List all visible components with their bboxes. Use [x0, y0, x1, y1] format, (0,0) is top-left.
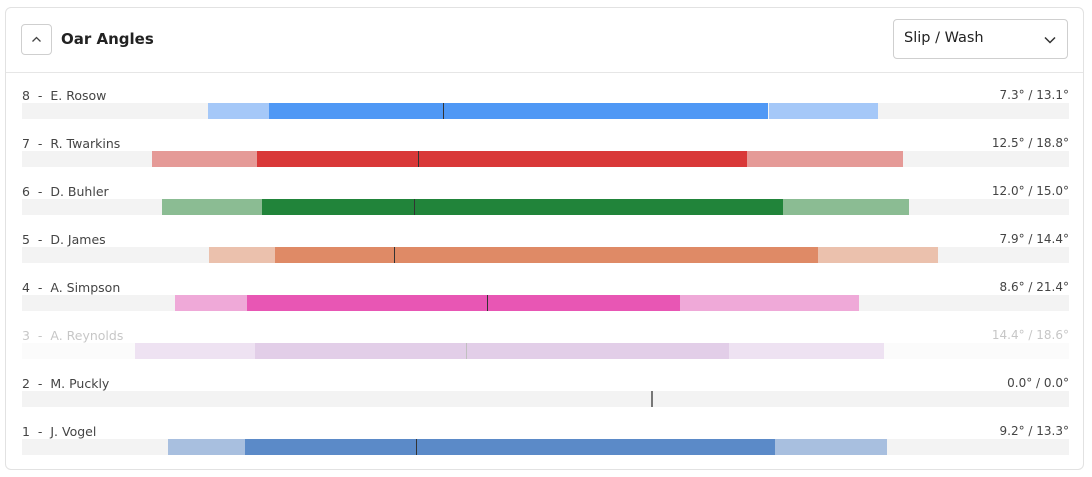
angle-values: 12.0° / 15.0°: [991, 184, 1069, 198]
rower-name: J. Vogel: [50, 424, 97, 439]
rower-name: A. Simpson: [50, 280, 121, 295]
seat-number: 2: [22, 376, 30, 391]
rower-row: 5 - D. James 7.9° / 14.4°: [22, 232, 1069, 276]
rower-label: 4 - A. Simpson: [22, 280, 120, 295]
panel: Oar Angles Slip / Wash 8 - E. Rosow 7.3° …: [5, 7, 1084, 470]
rower-name: M. Puckly: [50, 376, 110, 391]
wash-segment: [774, 439, 887, 455]
rower-label: 1 - J. Vogel: [22, 424, 96, 439]
angle-track: [22, 295, 1069, 311]
slip-segment: [151, 151, 257, 167]
drive-segment: [245, 439, 775, 455]
rower-label: 2 - M. Puckly: [22, 376, 109, 391]
angle-values: 7.3° / 13.1°: [999, 88, 1069, 102]
drive-segment: [269, 103, 769, 119]
marker: [393, 247, 396, 263]
drive-segment: [275, 247, 818, 263]
wash-segment: [746, 151, 903, 167]
rower-row: 4 - A. Simpson 8.6° / 21.4°: [22, 280, 1069, 324]
seat-number: 4: [22, 280, 30, 295]
angle-track: [22, 391, 1069, 407]
slip-segment: [208, 103, 270, 119]
angle-track: [22, 151, 1069, 167]
slip-segment: [174, 295, 248, 311]
separator: -: [29, 376, 51, 391]
angle-values: 0.0° / 0.0°: [1007, 376, 1069, 390]
rower-row: 1 - J. Vogel 9.2° / 13.3°: [22, 424, 1069, 468]
marker: [415, 439, 418, 455]
drive-segment: [261, 199, 784, 215]
chevron-down-icon: [1044, 36, 1056, 44]
rower-label: 5 - D. James: [22, 232, 106, 247]
rower-name: E. Rosow: [50, 88, 107, 103]
collapse-button[interactable]: [21, 24, 52, 55]
seat-number: 3: [22, 328, 30, 343]
angle-values: 9.2° / 13.3°: [999, 424, 1069, 438]
drive-segment: [255, 343, 729, 359]
rower-name: R. Twarkins: [50, 136, 121, 151]
marker: [651, 391, 653, 407]
rower-row: 6 - D. Buhler 12.0° / 15.0°: [22, 184, 1069, 228]
chevron-up-icon: [32, 36, 41, 42]
marker: [413, 199, 416, 215]
rower-label: 8 - E. Rosow: [22, 88, 106, 103]
seat-number: 1: [22, 424, 30, 439]
drive-segment: [256, 151, 747, 167]
angle-values: 8.6° / 21.4°: [999, 280, 1069, 294]
rower-label: 3 - A. Reynolds: [22, 328, 123, 343]
rower-name: D. Buhler: [50, 184, 109, 199]
separator: -: [29, 232, 51, 247]
slip-segment: [135, 343, 256, 359]
rower-name: A. Reynolds: [50, 328, 124, 343]
separator: -: [29, 328, 51, 343]
slip-segment: [209, 247, 276, 263]
separator: -: [29, 424, 51, 439]
drive-segment: [247, 295, 680, 311]
separator: -: [29, 280, 51, 295]
rower-label: 6 - D. Buhler: [22, 184, 109, 199]
panel-header: Oar Angles Slip / Wash: [6, 8, 1083, 73]
seat-number: 7: [22, 136, 30, 151]
angle-track: [22, 439, 1069, 455]
metric-dropdown[interactable]: Slip / Wash: [893, 19, 1068, 59]
angle-track: [22, 343, 1069, 359]
slip-segment: [167, 439, 245, 455]
wash-segment: [728, 343, 884, 359]
separator: -: [29, 136, 51, 151]
wash-segment: [817, 247, 939, 263]
rower-row: 8 - E. Rosow 7.3° / 13.1°: [22, 88, 1069, 132]
rower-row: 7 - R. Twarkins 12.5° / 18.8°: [22, 136, 1069, 180]
marker: [486, 295, 489, 311]
separator: -: [29, 184, 51, 199]
seat-number: 8: [22, 88, 30, 103]
separator: -: [29, 88, 51, 103]
angle-track: [22, 247, 1069, 263]
panel-title: Oar Angles: [61, 30, 154, 48]
rower-row: 2 - M. Puckly 0.0° / 0.0°: [22, 376, 1069, 420]
dropdown-label: Slip / Wash: [904, 30, 984, 46]
marker: [442, 103, 445, 119]
angle-values: 7.9° / 14.4°: [999, 232, 1069, 246]
rower-name: D. James: [50, 232, 106, 247]
angle-track: [22, 199, 1069, 215]
angle-values: 14.4° / 18.6°: [991, 328, 1069, 342]
wash-segment: [783, 199, 909, 215]
marker: [417, 151, 420, 167]
angle-track: [22, 103, 1069, 119]
seat-number: 6: [22, 184, 30, 199]
rower-row: 3 - A. Reynolds 14.4° / 18.6°: [22, 328, 1069, 372]
slip-segment: [162, 199, 262, 215]
rower-label: 7 - R. Twarkins: [22, 136, 120, 151]
seat-number: 5: [22, 232, 30, 247]
wash-segment: [679, 295, 859, 311]
wash-segment: [768, 103, 879, 119]
marker: [465, 343, 468, 359]
angle-values: 12.5° / 18.8°: [991, 136, 1069, 150]
